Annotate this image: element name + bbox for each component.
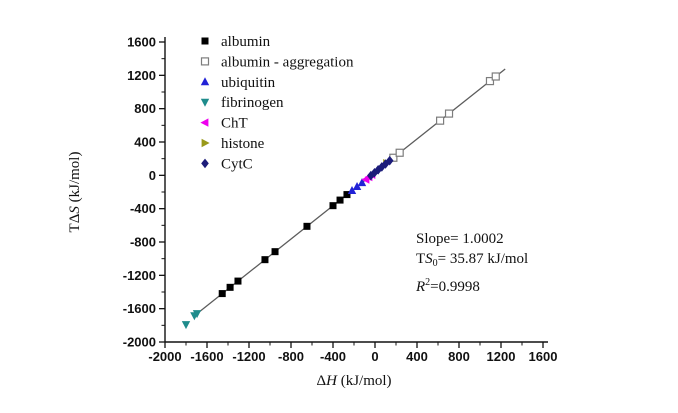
y-axis-title: TΔS (kJ/mol) bbox=[67, 152, 83, 233]
annotation-ts0: TS0= 35.87 kJ/mol bbox=[416, 251, 528, 269]
x-tick-label: -2000 bbox=[148, 349, 181, 364]
legend-marker-ubiquitin bbox=[200, 77, 210, 86]
data-point-albumin bbox=[271, 248, 279, 256]
x-tick-label: 400 bbox=[406, 349, 428, 364]
data-point-ubiquitin bbox=[352, 181, 362, 190]
data-point-cytc bbox=[385, 155, 394, 166]
legend: albumin albumin - aggregation ubiquitin fib… bbox=[200, 34, 354, 172]
legend-label: ubiquitin bbox=[221, 75, 276, 91]
legend-marker-albumin bbox=[201, 37, 209, 45]
data-point-albumin bbox=[303, 222, 311, 230]
data-point-albumin bbox=[336, 196, 344, 204]
data-point-albumin-aggregation bbox=[395, 148, 404, 157]
data-point-albumin-aggregation bbox=[436, 116, 445, 125]
data-point-albumin-aggregation bbox=[485, 76, 495, 86]
data-point-ubiquitin bbox=[357, 178, 367, 187]
y-tick-label: -800 bbox=[130, 235, 156, 250]
data-point-albumin-aggregation bbox=[491, 72, 500, 81]
legend-marker-histone bbox=[201, 138, 210, 148]
x-tick-label: 800 bbox=[448, 349, 470, 364]
data-point-albumin bbox=[226, 283, 234, 291]
x-tick-label: -1600 bbox=[190, 349, 223, 364]
x-tick-label: -800 bbox=[278, 349, 304, 364]
x-axis-title: ΔH (kJ/mol) bbox=[316, 373, 391, 389]
data-point-albumin bbox=[218, 290, 226, 298]
data-point-albumin bbox=[234, 277, 242, 285]
x-tick-label: 1200 bbox=[487, 349, 516, 364]
y-tick-label: 1200 bbox=[127, 68, 156, 83]
legend-label: albumin bbox=[221, 34, 271, 50]
annotation-slope: Slope= 1.0002 bbox=[416, 231, 504, 247]
legend-marker-cht bbox=[200, 118, 209, 127]
y-tick-label: -1600 bbox=[123, 301, 156, 316]
series-ubiquitin bbox=[347, 178, 367, 194]
legend-marker-cytc bbox=[201, 158, 209, 169]
legend-marker-albumin-aggregation bbox=[200, 57, 210, 66]
y-tick-label: -400 bbox=[130, 201, 156, 216]
legend-label: albumin - aggregation bbox=[221, 54, 354, 70]
x-tick-label: -1200 bbox=[232, 349, 265, 364]
x-tick-label: -400 bbox=[320, 349, 346, 364]
data-point-fibrinogen bbox=[181, 321, 191, 330]
series-fibrinogen bbox=[181, 310, 202, 330]
data-point-albumin bbox=[261, 256, 269, 264]
data-point-cytc bbox=[367, 170, 375, 181]
y-tick-label: 1600 bbox=[127, 35, 156, 50]
legend-label: fibrinogen bbox=[221, 95, 284, 111]
data-point-cytc bbox=[374, 165, 382, 175]
series-cytc bbox=[367, 155, 394, 181]
series-albumin bbox=[218, 191, 351, 298]
y-tick-label: 400 bbox=[134, 135, 156, 150]
data-point-albumin bbox=[329, 202, 337, 210]
x-tick-label: 1600 bbox=[529, 349, 558, 364]
y-tick-label: 800 bbox=[134, 101, 156, 116]
annotation-r2: R2=0.9998 bbox=[415, 277, 480, 295]
data-point-albumin bbox=[343, 191, 351, 199]
x-tick-label: 0 bbox=[371, 349, 378, 364]
y-tick-label: 0 bbox=[149, 168, 156, 183]
legend-label: CytC bbox=[221, 156, 253, 172]
y-tick-label: -1200 bbox=[123, 268, 156, 283]
legend-marker-fibrinogen bbox=[200, 98, 210, 107]
legend-label: ChT bbox=[221, 116, 248, 132]
data-point-cytc bbox=[378, 162, 386, 172]
y-tick-label: -2000 bbox=[123, 335, 156, 350]
data-point-ubiquitin bbox=[347, 185, 357, 194]
data-point-albumin-aggregation bbox=[444, 109, 454, 118]
series-albumin-aggregation bbox=[389, 72, 500, 162]
data-point-fibrinogen bbox=[192, 310, 202, 319]
legend-label: histone bbox=[221, 136, 265, 152]
